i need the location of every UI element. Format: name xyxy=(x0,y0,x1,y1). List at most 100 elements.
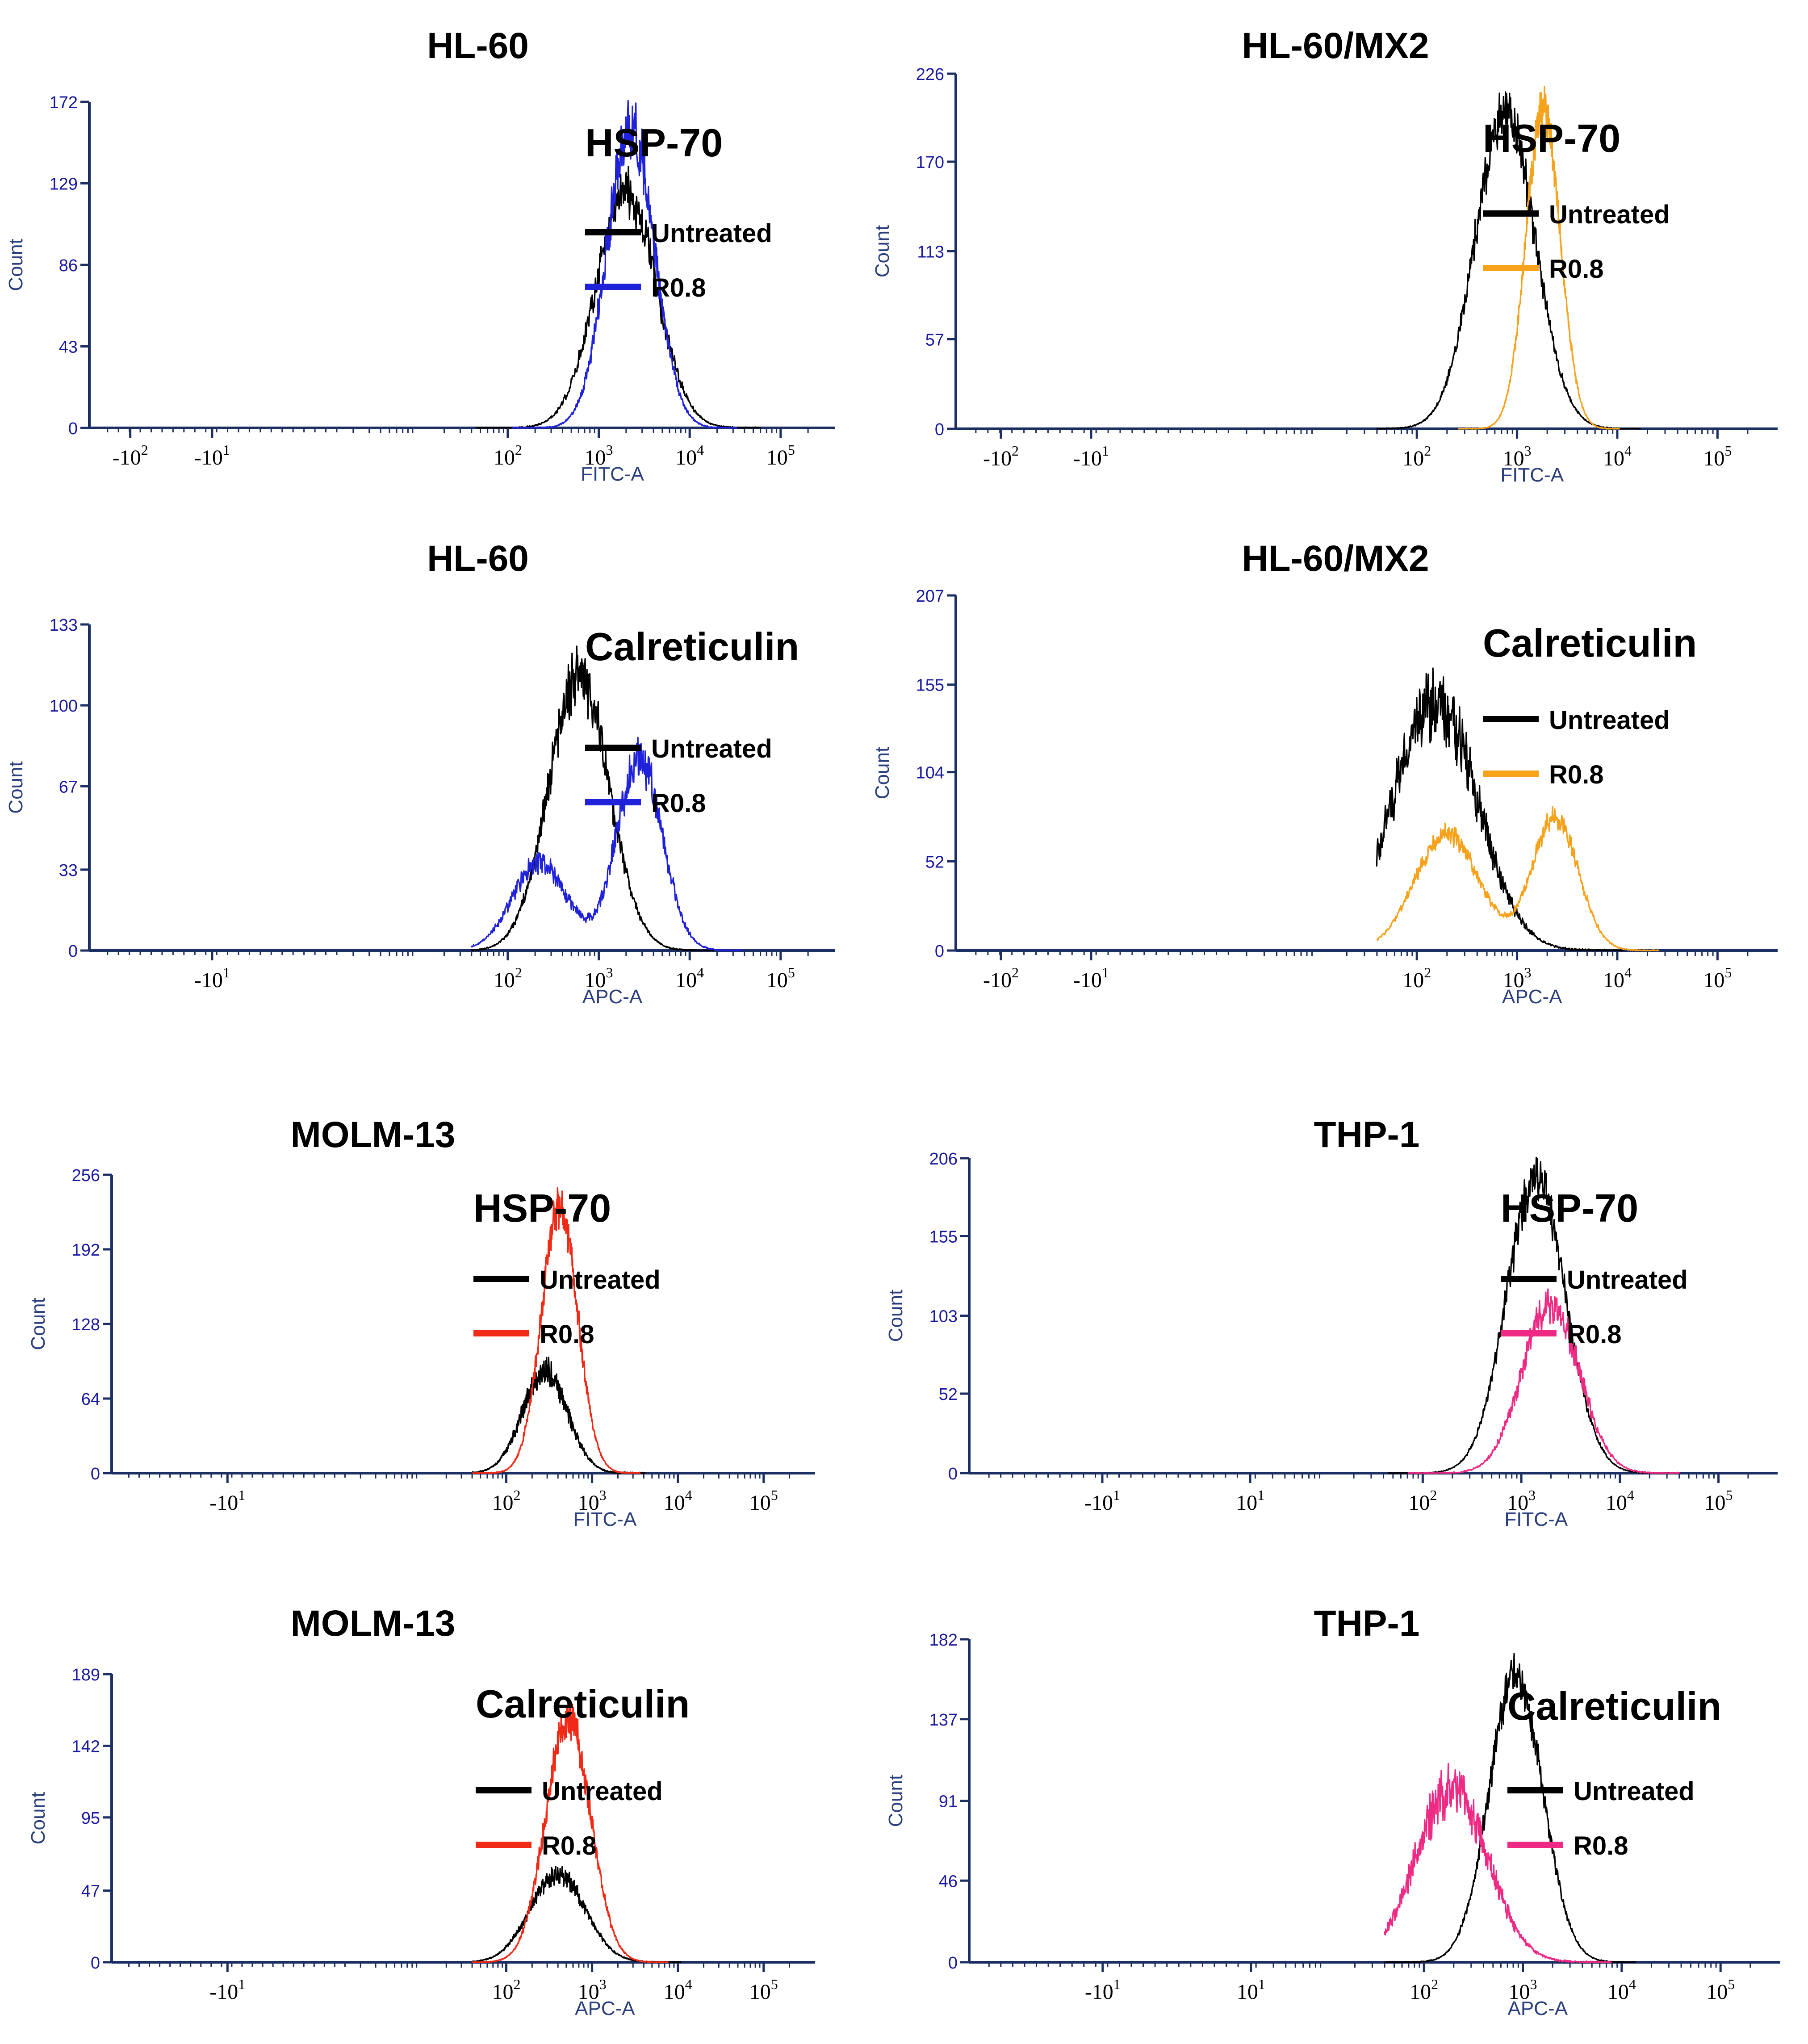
y-tick-label: 129 xyxy=(50,175,78,194)
x-tick-label: 101 xyxy=(1236,1487,1264,1515)
x-tick-label: 104 xyxy=(675,442,704,469)
histogram-panel-7: MOLM-13 0 47 95 142 189 -101 102 103 104 105 APC-A C… xyxy=(27,1603,815,2019)
x-tick-label: 105 xyxy=(1704,1487,1733,1515)
y-tick-label: 137 xyxy=(929,1711,958,1730)
series-r08-curve xyxy=(1407,1288,1680,1474)
x-tick-label: 102 xyxy=(494,964,522,992)
y-tick-label: 0 xyxy=(948,1954,958,1973)
x-axis-label: FITC-A xyxy=(1504,1508,1568,1530)
histogram-panel-6: THP-1 0 52 103 155 206 -101 101 102 103 104 105 FITC… xyxy=(885,1114,1778,1530)
y-tick-label: 67 xyxy=(59,778,78,796)
x-tick-label: 105 xyxy=(1706,1976,1735,2004)
histogram-panel-4: HL-60/MX2 0 52 104 155 207 -102 -101 102 103 104 10… xyxy=(871,538,1778,1008)
x-tick-label: 104 xyxy=(1606,1487,1634,1515)
y-tick-label: 142 xyxy=(72,1737,100,1756)
x-tick-label: 103 xyxy=(578,1487,607,1515)
y-tick-label: 207 xyxy=(916,587,944,606)
x-tick-label: 105 xyxy=(749,1976,778,2004)
panel-title: HL-60 xyxy=(427,538,529,579)
y-tick-label: 91 xyxy=(939,1793,958,1811)
x-tick-label: 102 xyxy=(492,1976,521,2004)
y-tick-label: 0 xyxy=(91,1954,100,1973)
x-tick-label: 103 xyxy=(1503,964,1532,992)
y-tick-label: 47 xyxy=(81,1882,100,1901)
x-tick-label: 104 xyxy=(664,1487,692,1515)
y-tick-label: 155 xyxy=(929,1228,958,1247)
y-axis-label: Count xyxy=(885,1290,907,1342)
y-tick-label: 104 xyxy=(916,764,944,783)
x-tick-label: -101 xyxy=(209,1976,245,2004)
legend-label: Untreated xyxy=(1567,1265,1688,1294)
series-untreated-curve xyxy=(471,1357,646,1474)
marker-title: Calreticulin xyxy=(1483,621,1697,665)
histogram-panel-3: HL-60 0 33 67 100 133 -101 102 103 104 105 APC-A Cou… xyxy=(5,538,835,1008)
y-axis-label: Count xyxy=(27,1792,49,1844)
y-tick-label: 57 xyxy=(925,331,944,349)
legend-label: R0.8 xyxy=(651,789,706,818)
y-tick-label: 64 xyxy=(81,1390,100,1409)
y-tick-label: 100 xyxy=(50,697,78,716)
x-tick-label: 101 xyxy=(1237,1976,1265,2004)
x-axis-label: APC-A xyxy=(582,986,643,1008)
x-tick-label: 103 xyxy=(1509,1976,1537,2004)
x-tick-label: -101 xyxy=(1073,964,1109,992)
series-r08-curve xyxy=(511,100,738,429)
y-tick-label: 0 xyxy=(68,419,78,438)
y-axis-label: Count xyxy=(885,1775,907,1827)
x-axis-label: APC-A xyxy=(1507,1998,1568,2019)
marker-title: Calreticulin xyxy=(1507,1684,1721,1728)
y-tick-label: 46 xyxy=(939,1872,958,1891)
panel-title: MOLM-13 xyxy=(291,1114,456,1155)
y-tick-label: 170 xyxy=(916,153,944,172)
histogram-panel-8: THP-1 0 46 91 137 182 -101 101 102 103 104 105 APC-A… xyxy=(885,1603,1780,2019)
legend-label: R0.8 xyxy=(1549,760,1604,789)
x-tick-label: 102 xyxy=(1402,443,1431,470)
series-r08-curve xyxy=(1384,1763,1612,1963)
x-tick-label: 102 xyxy=(492,1487,521,1515)
y-tick-label: 172 xyxy=(50,93,78,112)
x-axis-label: APC-A xyxy=(1502,986,1562,1008)
series-untreated-curve xyxy=(476,166,762,429)
y-tick-label: 52 xyxy=(939,1385,958,1404)
series-r08-curve xyxy=(1376,805,1659,951)
panel-title: HL-60/MX2 xyxy=(1242,538,1429,579)
series-untreated-curve xyxy=(471,1865,682,1963)
y-tick-label: 155 xyxy=(916,676,944,695)
legend-label: Untreated xyxy=(1574,1777,1695,1806)
y-tick-label: 0 xyxy=(935,942,944,961)
series-r08-curve xyxy=(471,1187,641,1474)
y-tick-label: 189 xyxy=(72,1666,100,1684)
x-tick-label: 104 xyxy=(664,1976,692,2004)
marker-title: Calreticulin xyxy=(476,1682,690,1726)
y-tick-label: 86 xyxy=(59,256,78,275)
series-r08-curve xyxy=(471,1703,669,1963)
legend-label: R0.8 xyxy=(1574,1831,1628,1860)
legend-label: Untreated xyxy=(651,734,772,763)
y-tick-label: 182 xyxy=(929,1631,958,1650)
x-axis-label: FITC-A xyxy=(1500,464,1564,486)
x-tick-label: -101 xyxy=(209,1487,245,1515)
y-tick-label: 256 xyxy=(72,1166,100,1185)
y-tick-label: 0 xyxy=(68,942,78,961)
legend-label: Untreated xyxy=(1549,200,1670,229)
x-tick-label: 105 xyxy=(749,1487,778,1515)
y-axis-label: Count xyxy=(871,747,893,799)
legend-label: Untreated xyxy=(540,1265,661,1294)
legend-label: Untreated xyxy=(1549,706,1670,735)
legend-label: Untreated xyxy=(651,219,772,248)
y-tick-label: 52 xyxy=(925,853,944,871)
y-axis-label: Count xyxy=(871,225,893,277)
x-axis-label: APC-A xyxy=(575,1998,635,2019)
y-tick-label: 103 xyxy=(929,1307,958,1326)
marker-title: HSP-70 xyxy=(1483,116,1620,160)
x-tick-label: -101 xyxy=(1073,443,1109,470)
legend-label: R0.8 xyxy=(651,273,706,302)
x-tick-label: 102 xyxy=(1408,1487,1437,1515)
marker-title: HSP-70 xyxy=(1501,1186,1638,1230)
histogram-panel-1: HL-60 0 43 86 129 172 -102 -101 102 103 104 105 FITC… xyxy=(5,25,835,485)
x-axis-label: FITC-A xyxy=(573,1508,637,1530)
x-tick-label: 104 xyxy=(675,964,704,992)
series-untreated-curve xyxy=(1384,1653,1636,1963)
histogram-panel-5: MOLM-13 0 64 128 192 256 -101 102 103 104 105 FITC-… xyxy=(27,1114,815,1530)
